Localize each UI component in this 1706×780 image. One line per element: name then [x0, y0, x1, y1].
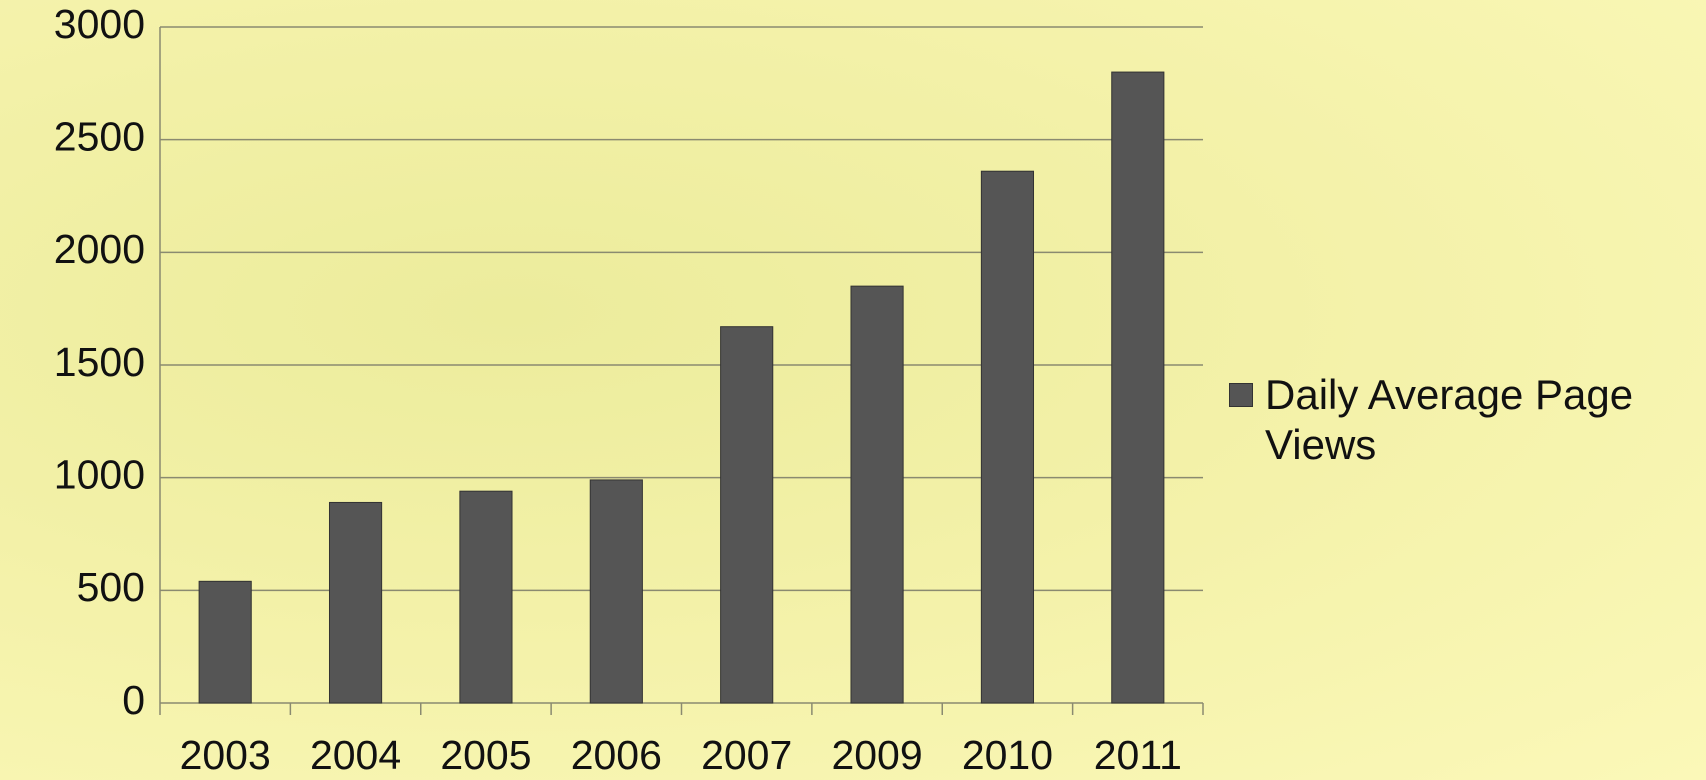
x-tick-label: 2009 [831, 732, 922, 778]
bar [850, 285, 904, 704]
x-tick-label: 2005 [440, 732, 531, 778]
x-tick-label: 2003 [180, 732, 271, 778]
x-tick-label: 2007 [701, 732, 792, 778]
bar [589, 479, 643, 704]
y-tick-label: 1500 [54, 339, 145, 385]
x-tick-label: 2004 [310, 732, 401, 778]
y-tick-label: 2000 [54, 226, 145, 272]
bar [328, 501, 383, 704]
legend-label: Daily Average Page Views [1265, 371, 1634, 468]
bar [720, 326, 774, 704]
y-tick-label: 500 [77, 564, 145, 610]
y-tick-label: 1000 [54, 451, 145, 497]
bar [980, 170, 1035, 704]
bar [198, 580, 252, 704]
x-tick-label: 2010 [962, 732, 1053, 778]
y-tick-label: 3000 [54, 1, 145, 47]
legend: Daily Average Page Views [1229, 370, 1689, 470]
bar [1111, 71, 1165, 704]
y-tick-label: 2500 [54, 113, 145, 159]
y-tick-label: 0 [122, 677, 145, 723]
x-tick-label: 2006 [571, 732, 662, 778]
bar [459, 490, 513, 704]
x-tick-label: 2011 [1094, 732, 1182, 778]
legend-swatch [1229, 383, 1253, 407]
